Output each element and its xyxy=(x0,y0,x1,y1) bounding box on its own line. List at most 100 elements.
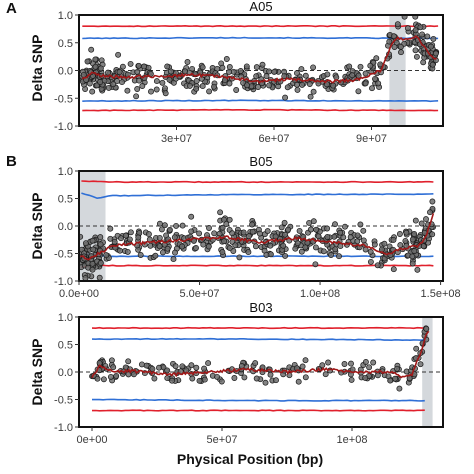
snp-point xyxy=(253,64,260,71)
snp-point xyxy=(201,365,208,372)
snp-point xyxy=(139,83,146,89)
snp-point xyxy=(149,365,156,372)
snp-point xyxy=(219,224,226,231)
snp-point xyxy=(107,235,114,242)
threshold-99-upper-line xyxy=(91,326,425,330)
snp-point xyxy=(267,371,274,378)
snp-point xyxy=(217,209,224,216)
threshold-99-upper-line xyxy=(81,180,434,184)
snp-point xyxy=(253,375,260,382)
snp-point xyxy=(262,379,269,386)
snp-point xyxy=(417,24,424,31)
snp-point xyxy=(320,248,327,255)
snp-point xyxy=(374,262,381,269)
snp-point xyxy=(348,376,355,383)
snp-point xyxy=(432,50,439,57)
snp-point xyxy=(273,377,279,384)
snp-point xyxy=(332,221,338,228)
y-tick-label: -0.5 xyxy=(54,395,73,407)
y-tick-label: 1.0 xyxy=(58,166,73,178)
snp-point xyxy=(411,248,418,254)
y-axis-title-b05: Delta SNP xyxy=(29,193,45,260)
snp-point xyxy=(94,375,101,382)
snp-point xyxy=(188,213,195,220)
snp-point xyxy=(89,88,96,95)
snp-point xyxy=(306,81,313,87)
snp-point xyxy=(82,240,89,247)
snp-point xyxy=(243,63,250,70)
snp-points xyxy=(89,325,430,392)
snp-point xyxy=(130,371,137,378)
snp-point xyxy=(122,232,129,239)
snp-point xyxy=(152,252,159,259)
snp-point xyxy=(237,68,244,74)
snp-point xyxy=(253,73,260,80)
snp-point xyxy=(156,243,163,250)
snp-point xyxy=(324,71,331,78)
snp-point xyxy=(409,236,416,243)
y-axis-title-a05: Delta SNP xyxy=(29,35,45,102)
snp-point xyxy=(354,238,361,245)
snp-point xyxy=(398,49,404,56)
snp-point xyxy=(138,361,145,368)
panel-b05: B05 B 1.0 0.5 0.0 -0.5 -1.00.0e+00 5.0e+07 1.0e+… xyxy=(6,153,461,300)
snp-point xyxy=(411,231,418,237)
snp-point xyxy=(302,357,309,364)
snp-point xyxy=(97,260,104,266)
snp-point xyxy=(166,76,173,83)
snp-point xyxy=(294,240,301,247)
snp-point xyxy=(145,231,152,238)
y-tick-label: 0.5 xyxy=(58,194,73,206)
snp-point xyxy=(296,227,303,234)
snp-point xyxy=(219,64,226,71)
snp-point xyxy=(84,58,91,65)
snp-point xyxy=(199,64,206,71)
snp-point xyxy=(219,249,226,256)
snp-point xyxy=(211,83,217,90)
snp-point xyxy=(362,80,369,87)
snp-point xyxy=(373,55,380,62)
snp-point xyxy=(193,364,200,371)
y-tick-label: 0.0 xyxy=(58,221,73,233)
snp-point xyxy=(409,253,416,260)
snp-point xyxy=(141,63,147,70)
snp-point xyxy=(111,238,118,245)
snp-point xyxy=(226,216,233,223)
snp-point xyxy=(256,230,263,237)
snp-point xyxy=(362,374,369,381)
snp-point xyxy=(110,364,117,371)
snp-point xyxy=(310,64,317,71)
snp-point xyxy=(126,236,133,243)
snp-point xyxy=(299,81,306,88)
snp-point xyxy=(397,242,404,249)
snp-point xyxy=(92,63,99,70)
snp-point xyxy=(333,74,340,81)
snp-point xyxy=(229,230,236,237)
snp-point xyxy=(103,252,110,259)
snp-point xyxy=(390,236,397,243)
snp-point xyxy=(306,219,313,226)
snp-point xyxy=(153,78,160,85)
snp-point xyxy=(223,56,230,62)
panel-title: A05 xyxy=(249,0,272,14)
snp-point xyxy=(427,43,434,50)
snp-point xyxy=(370,359,377,366)
snp-point xyxy=(162,90,169,97)
x-tick-label: 1e+08 xyxy=(337,434,368,446)
snp-point xyxy=(240,229,247,236)
snp-point xyxy=(281,73,288,80)
snp-point xyxy=(324,225,331,232)
threshold-99-lower-line xyxy=(91,409,425,412)
threshold-95-upper-line xyxy=(91,337,425,342)
snp-point xyxy=(156,220,163,227)
snp-point xyxy=(188,228,195,235)
snp-point xyxy=(404,25,411,32)
plot-area xyxy=(79,171,443,281)
panel-b03: B03 1.0 0.5 0.0 -0.5 -1.0 0e+00 5e+07 1e+08 xyxy=(54,300,444,446)
smoothed-delta-snp-line xyxy=(91,330,430,379)
snp-point xyxy=(278,224,285,231)
snp-point xyxy=(263,251,270,258)
snp-point xyxy=(119,79,125,86)
snp-point xyxy=(337,229,344,236)
panel-letter: B xyxy=(6,153,17,170)
